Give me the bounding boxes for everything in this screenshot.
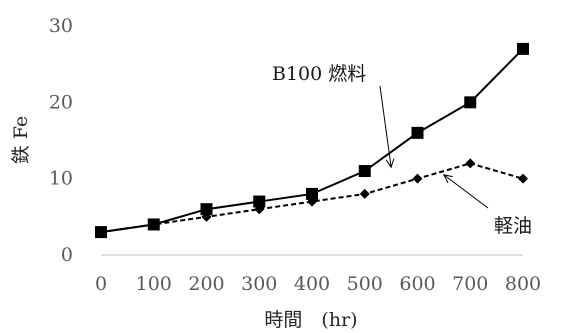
series-2-point: [307, 196, 317, 207]
series-2-point: [359, 188, 370, 199]
series-2-point: [254, 204, 265, 215]
annotation-arrow: [443, 174, 489, 209]
series-1-point: [517, 42, 529, 55]
y-tick-label: 20: [49, 91, 73, 113]
y-axis-ticks: 0 10 20 30: [49, 15, 73, 266]
series-1-point: [464, 96, 477, 109]
annotation-label: 軽油: [494, 215, 532, 237]
x-tick-label: 0: [95, 273, 107, 295]
series-1-point: [253, 195, 266, 208]
series-1-point: [306, 187, 318, 200]
annotation-arrowhead: [442, 174, 453, 184]
series-2-point: [412, 173, 423, 184]
y-tick-label: 10: [49, 168, 73, 190]
series-2-point: [148, 219, 159, 230]
annotation-arrow: [379, 85, 392, 168]
series-1-point: [358, 165, 371, 178]
x-tick-label: 500: [347, 273, 383, 295]
x-axis-ticks: 0 100 200 300 400 500 600 700 800: [95, 273, 541, 295]
series-1-point: [200, 203, 213, 216]
x-tick-label: 800: [505, 273, 541, 295]
y-axis-label: 鉄 Fe: [10, 116, 32, 164]
x-tick-label: 100: [136, 273, 172, 295]
series-2-point: [201, 211, 212, 222]
series-1-point: [411, 126, 424, 139]
series-2-point: [518, 173, 528, 184]
series-2-point: [96, 227, 106, 238]
series-layer: [95, 42, 529, 239]
x-tick-label: 300: [241, 273, 277, 295]
annotation-arrowhead: [385, 158, 395, 169]
y-tick-label: 30: [49, 15, 73, 37]
y-tick-label: 0: [61, 244, 73, 266]
x-tick-label: 700: [452, 273, 488, 295]
series-2: [96, 158, 528, 238]
x-axis-label: 時間 (hr): [264, 309, 357, 331]
x-tick-label: 400: [294, 273, 330, 295]
series-1: [95, 42, 529, 239]
x-tick-label: 200: [188, 273, 224, 295]
annotation-label: B100 燃料: [272, 63, 366, 85]
series-2-point: [465, 158, 476, 169]
x-tick-label: 600: [399, 273, 435, 295]
